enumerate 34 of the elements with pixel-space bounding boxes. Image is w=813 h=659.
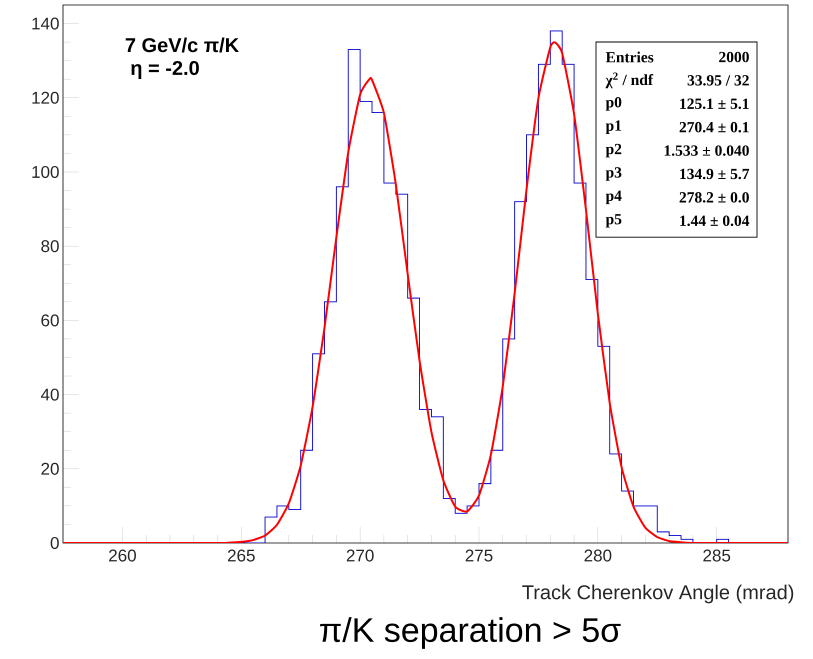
annotation: 7 GeV/c π/K: [126, 38, 239, 52]
x-tick-label: 280: [584, 550, 612, 562]
y-tick-label: 40: [40, 388, 59, 401]
y-tick-label: 140: [32, 18, 59, 30]
x-tick-label: 270: [346, 550, 374, 562]
annotation: p0: [606, 96, 622, 111]
annotation: χ$^{2}$ / ndf: [605, 72, 654, 88]
annotation: Entries: [606, 52, 654, 62]
annotation: 1.44 ± 0.04: [680, 216, 750, 226]
annotation: 134.9 ± 5.7: [680, 168, 750, 180]
y-tick-label: 100: [32, 166, 59, 178]
annotation: η = -2.0: [131, 60, 199, 80]
annotation: p1: [606, 120, 622, 134]
annotation: 278.2 ± 0.0: [680, 192, 749, 203]
annotation: p5: [606, 214, 622, 228]
text: π/K separation > 5σ: [320, 617, 621, 649]
x-tick-label: 260: [109, 550, 136, 562]
y-tick-label: 120: [32, 92, 59, 104]
y-tick-label: 80: [41, 240, 59, 252]
x-tick-label: 275: [466, 550, 492, 562]
annotation: 2000: [719, 52, 749, 62]
annotation: 33.95 / 32: [688, 75, 749, 86]
annotation: 270.4 ± 0.1: [680, 122, 749, 132]
x-tick-label: 265: [228, 550, 255, 562]
x-axis-title: Track Cherenkov Angle (mrad): [522, 584, 794, 604]
x-tick-label: 285: [703, 550, 730, 562]
annotation: p2: [606, 144, 622, 158]
annotation: 1.533 ± 0.040: [664, 145, 749, 156]
y-tick-label: 60: [41, 314, 59, 326]
annotation: p4: [606, 190, 622, 204]
annotation: p3: [606, 167, 622, 181]
annotation: 125.1 ± 5.1: [680, 98, 749, 110]
y-tick-label: 0: [50, 536, 59, 550]
y-tick-label: 20: [41, 462, 59, 475]
